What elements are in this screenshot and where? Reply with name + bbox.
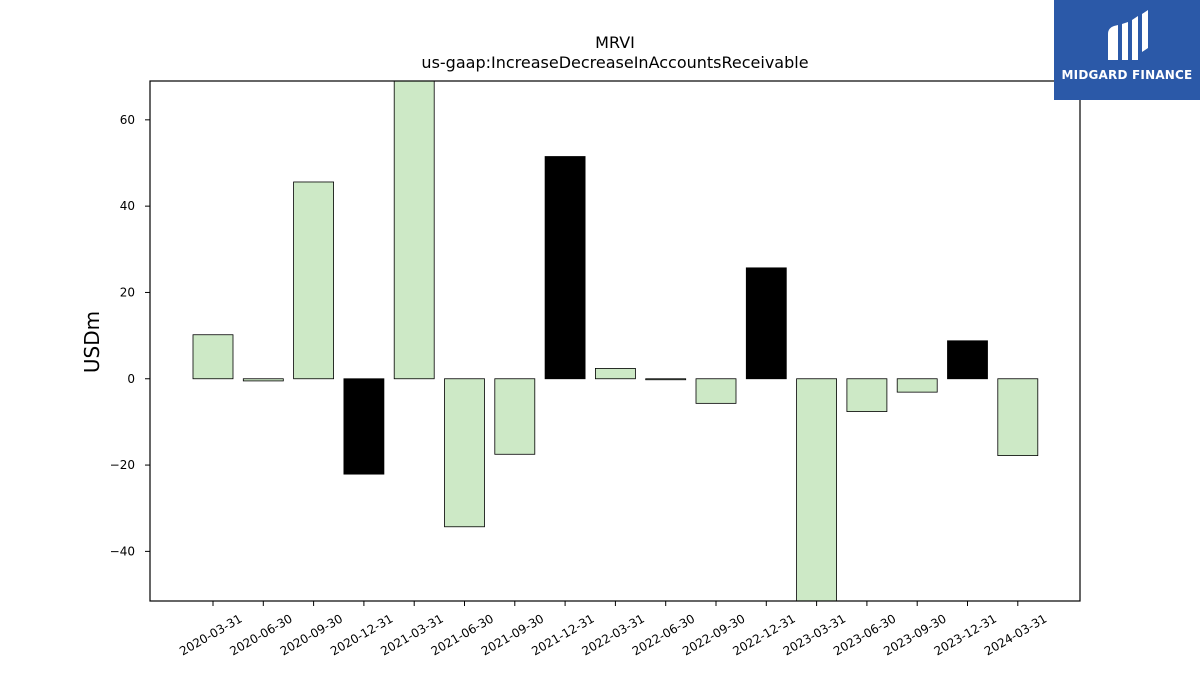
bar-2024-03-31 <box>997 378 1039 456</box>
bar-2021-03-31 <box>393 81 435 380</box>
bar-2020-12-31 <box>343 378 385 475</box>
bar-2021-12-31 <box>544 156 586 380</box>
bar-2022-12-31 <box>745 267 787 380</box>
bar-2022-06-30 <box>645 378 687 381</box>
y-axis-label: USDm <box>80 311 104 373</box>
chart-title: MRVI <box>595 33 635 52</box>
bar-2023-12-31 <box>947 340 988 380</box>
bar-2021-06-30 <box>444 378 485 528</box>
bar-2023-09-30 <box>896 378 938 393</box>
plot-frame <box>149 80 1081 602</box>
bar-2022-03-31 <box>595 368 636 380</box>
midgard-logo-icon <box>1108 10 1148 60</box>
bar-2020-09-30 <box>293 181 335 380</box>
y-tick-label: 60 <box>120 113 135 127</box>
plot-area: −40−2002040602020-03-312020-06-302020-09… <box>110 81 1049 658</box>
brand-name: MIDGARD FINANCE <box>1061 68 1193 82</box>
y-tick-label: −40 <box>110 544 135 558</box>
bar-2020-06-30 <box>242 378 284 382</box>
chart-subtitle: us-gaap:IncreaseDecreaseInAccountsReceiv… <box>421 53 808 72</box>
bar-2022-09-30 <box>695 378 737 404</box>
bar-2023-03-31 <box>796 378 837 601</box>
y-tick-label: 20 <box>120 285 135 299</box>
y-tick-label: 40 <box>120 199 135 213</box>
bar-2020-03-31 <box>192 334 234 380</box>
bar-2023-06-30 <box>846 378 888 412</box>
y-tick-label: −20 <box>110 458 135 472</box>
brand-logo: MIDGARD FINANCE <box>1054 0 1200 100</box>
bar-2021-09-30 <box>494 378 536 455</box>
y-tick-label: 0 <box>127 372 135 386</box>
